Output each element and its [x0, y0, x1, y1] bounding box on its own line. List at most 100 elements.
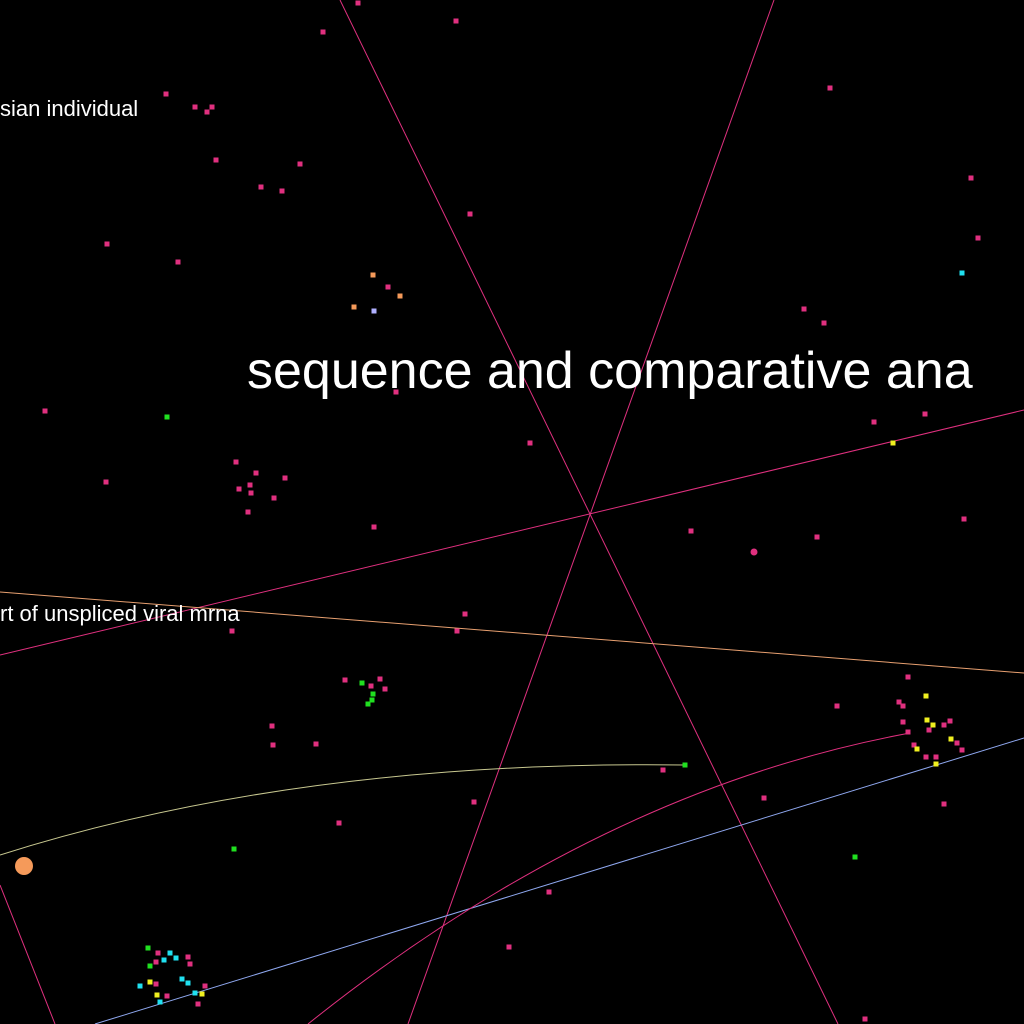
node[interactable] [454, 628, 460, 634]
node[interactable] [968, 175, 974, 181]
node[interactable] [369, 697, 375, 703]
node[interactable] [954, 740, 960, 746]
node[interactable] [167, 950, 173, 956]
node[interactable] [688, 528, 694, 534]
node[interactable] [104, 241, 110, 247]
node[interactable] [147, 963, 153, 969]
node[interactable] [462, 611, 468, 617]
node[interactable] [279, 188, 285, 194]
node[interactable] [924, 717, 930, 723]
node[interactable] [834, 703, 840, 709]
node[interactable] [154, 992, 160, 998]
node[interactable] [370, 691, 376, 697]
node[interactable] [750, 548, 758, 556]
node[interactable] [155, 950, 161, 956]
node[interactable] [900, 719, 906, 725]
node[interactable] [371, 524, 377, 530]
node[interactable] [282, 475, 288, 481]
node[interactable] [922, 411, 928, 417]
node[interactable] [359, 680, 365, 686]
node[interactable] [179, 976, 185, 982]
node[interactable] [941, 722, 947, 728]
node[interactable] [145, 945, 151, 951]
node[interactable] [923, 693, 929, 699]
node[interactable] [204, 109, 210, 115]
node[interactable] [233, 459, 239, 465]
node[interactable] [371, 308, 377, 314]
node[interactable] [236, 486, 242, 492]
node[interactable] [163, 91, 169, 97]
node[interactable] [248, 490, 254, 496]
node[interactable] [821, 320, 827, 326]
node[interactable] [147, 979, 153, 985]
node[interactable] [933, 754, 939, 760]
node[interactable] [187, 961, 193, 967]
node[interactable] [890, 440, 896, 446]
node[interactable] [975, 235, 981, 241]
node[interactable] [161, 957, 167, 963]
node-large[interactable] [15, 857, 33, 875]
node[interactable] [202, 983, 208, 989]
node[interactable] [933, 761, 939, 767]
node[interactable] [199, 991, 205, 997]
node[interactable] [546, 889, 552, 895]
node[interactable] [164, 414, 170, 420]
node[interactable] [351, 304, 357, 310]
node[interactable] [959, 747, 965, 753]
node[interactable] [862, 1016, 868, 1022]
node[interactable] [397, 293, 403, 299]
node[interactable] [926, 727, 932, 733]
node[interactable] [192, 990, 198, 996]
node[interactable] [370, 272, 376, 278]
node[interactable] [948, 736, 954, 742]
node[interactable] [941, 801, 947, 807]
node[interactable] [103, 479, 109, 485]
node[interactable] [368, 683, 374, 689]
node[interactable] [229, 628, 235, 634]
node[interactable] [270, 742, 276, 748]
node[interactable] [930, 722, 936, 728]
node[interactable] [185, 980, 191, 986]
node[interactable] [382, 686, 388, 692]
node[interactable] [313, 741, 319, 747]
node[interactable] [947, 718, 953, 724]
node[interactable] [213, 157, 219, 163]
node[interactable] [814, 534, 820, 540]
node[interactable] [471, 799, 477, 805]
node[interactable] [153, 981, 159, 987]
node[interactable] [506, 944, 512, 950]
node[interactable] [253, 470, 259, 476]
node[interactable] [896, 699, 902, 705]
node[interactable] [137, 983, 143, 989]
node[interactable] [911, 742, 917, 748]
node[interactable] [827, 85, 833, 91]
node[interactable] [245, 509, 251, 515]
node[interactable] [905, 729, 911, 735]
node[interactable] [336, 820, 342, 826]
node[interactable] [297, 161, 303, 167]
node[interactable] [467, 211, 473, 217]
node[interactable] [393, 389, 399, 395]
node[interactable] [660, 767, 666, 773]
node[interactable] [923, 754, 929, 760]
node[interactable] [959, 270, 965, 276]
node[interactable] [761, 795, 767, 801]
node[interactable] [231, 846, 237, 852]
node[interactable] [192, 104, 198, 110]
node[interactable] [453, 18, 459, 24]
node[interactable] [42, 408, 48, 414]
node[interactable] [355, 0, 361, 6]
node[interactable] [258, 184, 264, 190]
node[interactable] [269, 723, 275, 729]
node[interactable] [195, 1001, 201, 1007]
node[interactable] [153, 959, 159, 965]
node[interactable] [175, 259, 181, 265]
node[interactable] [247, 482, 253, 488]
node[interactable] [342, 677, 348, 683]
node[interactable] [914, 746, 920, 752]
node[interactable] [905, 674, 911, 680]
node[interactable] [209, 104, 215, 110]
node[interactable] [961, 516, 967, 522]
node[interactable] [527, 440, 533, 446]
node[interactable] [900, 703, 906, 709]
